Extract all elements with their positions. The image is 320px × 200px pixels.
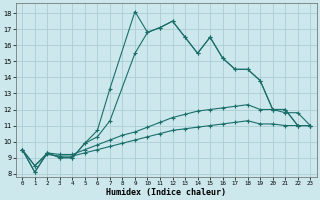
X-axis label: Humidex (Indice chaleur): Humidex (Indice chaleur) <box>106 188 226 197</box>
